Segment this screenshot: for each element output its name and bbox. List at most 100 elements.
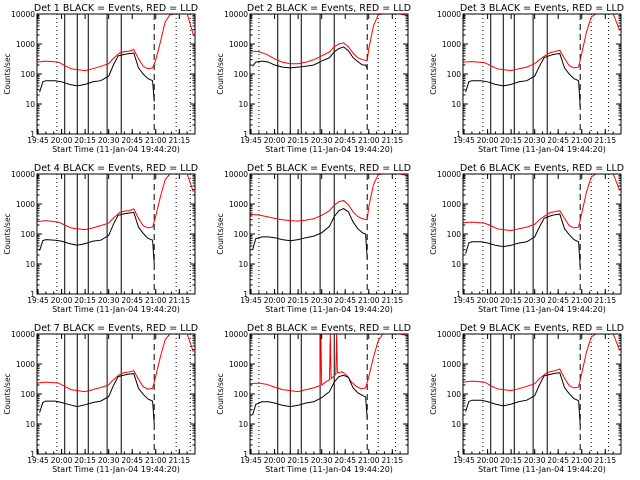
- axes-frame: [36, 333, 196, 455]
- x-tick-label: 19:45: [27, 296, 49, 305]
- x-axis-label: Start Time (11-Jan-04 19:44:20): [52, 145, 180, 154]
- y-tick-label: 10000: [11, 10, 35, 19]
- y-tick-label: 100: [21, 230, 36, 239]
- x-tick-label: 20:15: [287, 456, 309, 465]
- x-tick-label: 21:00: [571, 296, 593, 305]
- series-line-lld: [250, 14, 407, 65]
- x-axis-label: Start Time (11-Jan-04 19:44:20): [52, 305, 180, 314]
- series-line-events: [465, 213, 581, 267]
- x-tick-label: 20:45: [121, 136, 143, 145]
- x-tick-label: 19:45: [240, 296, 262, 305]
- y-tick-label: 10000: [437, 170, 461, 179]
- plot-area: [37, 174, 194, 294]
- axes-frame: [462, 173, 622, 295]
- x-tick-label: 19:45: [453, 456, 475, 465]
- series-line-lld: [463, 334, 620, 392]
- y-axis-label: Counts/sec: [216, 213, 225, 254]
- y-tick-label: 1000: [16, 360, 35, 369]
- x-tick-label: 20:30: [524, 456, 546, 465]
- y-tick-label: 10000: [224, 330, 248, 339]
- detector-panel-9: Det 9 BLACK = Events, RED = LLD 1 10 100 100…: [429, 323, 624, 474]
- x-tick-label: 20:45: [547, 136, 569, 145]
- x-tick-label: 20:00: [264, 136, 286, 145]
- x-tick-label: 21:15: [381, 456, 403, 465]
- x-tick-label: 20:45: [121, 296, 143, 305]
- y-tick-label: 1000: [16, 200, 35, 209]
- y-axis-label: Counts/sec: [3, 213, 12, 254]
- panel-title: Det 2 BLACK = Events, RED = LLD: [247, 3, 411, 14]
- series-line-events: [39, 373, 155, 425]
- x-tick-label: 21:00: [358, 136, 380, 145]
- x-tick-label: 20:30: [311, 456, 333, 465]
- panel-title: Det 4 BLACK = Events, RED = LLD: [34, 163, 198, 174]
- y-tick-label: 1: [456, 290, 461, 299]
- x-tick-label: 19:45: [240, 456, 262, 465]
- x-tick-label: 20:45: [334, 296, 356, 305]
- panel-title: Det 8 BLACK = Events, RED = LLD: [247, 323, 411, 334]
- y-tick-label: 10000: [224, 10, 248, 19]
- y-tick-label: 100: [447, 230, 462, 239]
- series-line-lld: [250, 174, 407, 222]
- x-tick-label: 20:30: [98, 456, 120, 465]
- series-line-lld: [37, 14, 194, 72]
- plot-area: [250, 174, 407, 294]
- series-line-events: [39, 52, 155, 102]
- y-tick-label: 1000: [442, 200, 461, 209]
- x-tick-label: 21:00: [145, 456, 167, 465]
- detector-panel-1: Det 1 BLACK = Events, RED = LLD 1 10 100 100…: [3, 3, 198, 154]
- detector-panel-5: Det 5 BLACK = Events, RED = LLD 1 10 100 100…: [216, 163, 411, 314]
- x-tick-label: 21:00: [145, 296, 167, 305]
- y-tick-label: 100: [447, 70, 462, 79]
- x-tick-label: 20:15: [500, 456, 522, 465]
- x-tick-label: 21:15: [381, 136, 403, 145]
- x-axis-label: Start Time (11-Jan-04 19:44:20): [265, 305, 393, 314]
- x-tick-label: 20:15: [74, 136, 96, 145]
- x-tick-label: 20:45: [547, 296, 569, 305]
- y-tick-label: 1: [30, 450, 35, 459]
- y-tick-label: 10: [238, 260, 248, 269]
- panel-title: Det 1 BLACK = Events, RED = LLD: [34, 3, 198, 14]
- panel-title: Det 3 BLACK = Events, RED = LLD: [460, 3, 624, 14]
- x-axis-label: Start Time (11-Jan-04 19:44:20): [52, 465, 180, 474]
- y-tick-label: 1000: [442, 40, 461, 49]
- x-axis-label: Start Time (11-Jan-04 19:44:20): [478, 145, 606, 154]
- axes-frame: [462, 333, 622, 455]
- y-tick-label: 10: [451, 260, 461, 269]
- x-tick-label: 20:30: [98, 136, 120, 145]
- y-tick-label: 1: [30, 130, 35, 139]
- x-tick-label: 21:00: [145, 136, 167, 145]
- y-tick-label: 10: [451, 100, 461, 109]
- detector-panel-3: Det 3 BLACK = Events, RED = LLD 1 10 100 100…: [429, 3, 624, 154]
- y-tick-label: 1000: [229, 40, 248, 49]
- x-tick-label: 20:00: [477, 456, 499, 465]
- x-axis-label: Start Time (11-Jan-04 19:44:20): [478, 305, 606, 314]
- x-tick-label: 20:30: [524, 296, 546, 305]
- x-tick-label: 21:15: [168, 296, 190, 305]
- detector-panel-4: Det 4 BLACK = Events, RED = LLD 1 10 100 100…: [3, 163, 198, 314]
- series-line-events: [39, 211, 155, 265]
- x-tick-label: 20:15: [287, 296, 309, 305]
- y-tick-label: 10: [25, 260, 35, 269]
- x-tick-label: 19:45: [27, 136, 49, 145]
- plot-area: [250, 14, 407, 134]
- y-tick-label: 1000: [229, 200, 248, 209]
- x-tick-label: 20:00: [51, 296, 73, 305]
- axes-frame: [249, 173, 409, 295]
- y-tick-label: 10: [451, 420, 461, 429]
- x-tick-label: 21:15: [381, 296, 403, 305]
- x-tick-label: 20:30: [311, 136, 333, 145]
- y-tick-label: 10000: [437, 10, 461, 19]
- x-tick-label: 20:00: [477, 136, 499, 145]
- x-tick-label: 19:45: [27, 456, 49, 465]
- panel-title: Det 6 BLACK = Events, RED = LLD: [460, 163, 624, 174]
- series-line-lld: [37, 174, 194, 231]
- x-tick-label: 20:00: [51, 136, 73, 145]
- x-tick-label: 19:45: [453, 136, 475, 145]
- y-tick-label: 10: [238, 420, 248, 429]
- axes-frame: [249, 333, 409, 455]
- y-axis-label: Counts/sec: [3, 373, 12, 414]
- series-line-lld: [463, 14, 620, 72]
- series-line-lld: [37, 334, 194, 393]
- x-tick-label: 21:00: [571, 456, 593, 465]
